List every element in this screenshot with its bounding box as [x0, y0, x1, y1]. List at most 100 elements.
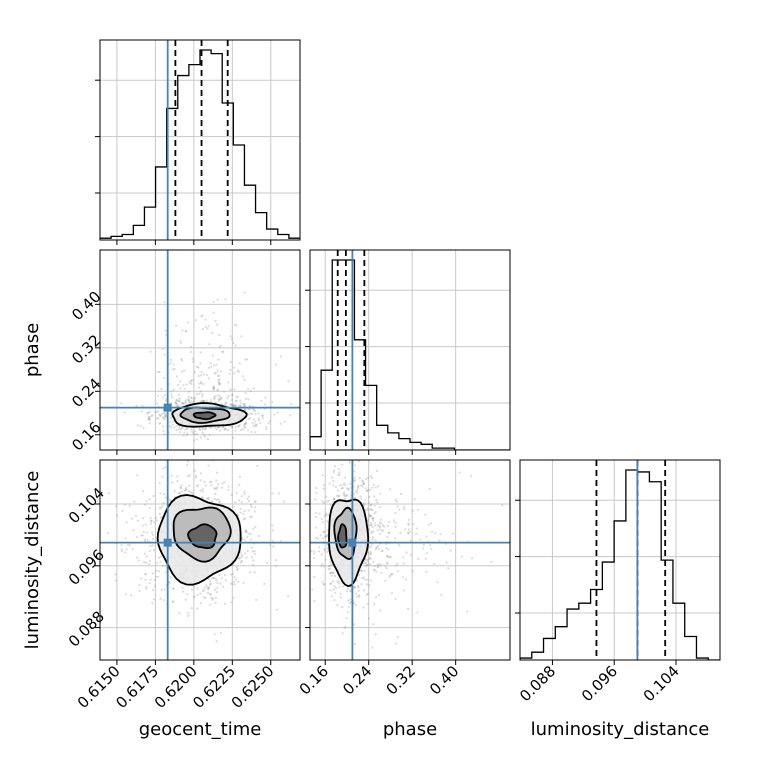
sample-point — [228, 372, 231, 375]
sample-point — [323, 549, 326, 552]
sample-point — [321, 521, 324, 524]
sample-point — [216, 298, 219, 301]
sample-point — [146, 411, 150, 415]
panel-frame — [309, 459, 511, 661]
sample-point — [221, 482, 224, 485]
sample-point — [364, 558, 367, 562]
sample-point — [151, 414, 154, 417]
sample-point — [162, 493, 166, 496]
sample-point — [153, 585, 157, 588]
sample-point — [359, 495, 362, 498]
sample-point — [216, 374, 220, 377]
x-tick-label: 0.104 — [640, 662, 683, 705]
sample-point — [236, 567, 240, 570]
sample-point — [180, 446, 182, 448]
sample-point — [139, 424, 142, 428]
sample-point — [376, 501, 379, 504]
sample-point — [159, 421, 162, 425]
sample-point — [439, 533, 442, 536]
sample-point — [170, 474, 173, 477]
sample-point — [239, 402, 242, 405]
sample-point — [311, 588, 314, 591]
sample-point — [233, 583, 236, 586]
sample-point — [231, 425, 234, 428]
sample-point — [386, 562, 389, 565]
sample-point — [233, 576, 236, 579]
sample-point — [230, 398, 234, 401]
sample-point — [361, 485, 364, 488]
sample-point — [201, 399, 204, 402]
sample-point — [248, 404, 252, 408]
sample-point — [447, 567, 450, 570]
sample-point — [241, 375, 244, 378]
sample-point — [150, 531, 154, 534]
sample-point — [157, 417, 160, 420]
sample-point — [158, 370, 161, 374]
sample-point — [218, 374, 221, 377]
sample-point — [430, 548, 433, 551]
sample-point — [362, 481, 365, 484]
sample-point — [163, 414, 167, 417]
sample-point — [175, 399, 178, 402]
sample-point — [325, 535, 328, 538]
sample-point — [357, 484, 360, 487]
sample-point — [351, 456, 353, 458]
sample-point — [332, 500, 335, 503]
sample-point — [174, 401, 178, 404]
sample-point — [210, 483, 213, 487]
sample-point — [152, 549, 156, 552]
sample-point — [206, 327, 209, 330]
sample-point — [364, 557, 367, 560]
sample-point — [213, 633, 216, 636]
sample-point — [407, 528, 411, 531]
sample-point — [415, 527, 418, 530]
sample-point — [199, 472, 202, 475]
sample-point — [364, 564, 367, 567]
sample-point — [188, 484, 191, 487]
truth-marker — [163, 403, 172, 412]
sample-point — [209, 426, 212, 429]
sample-point — [302, 516, 304, 518]
sample-point — [371, 517, 374, 520]
sample-point — [158, 413, 161, 416]
sample-point — [224, 427, 227, 430]
sample-point — [199, 428, 202, 432]
sample-point — [229, 573, 233, 576]
sample-point — [332, 469, 336, 472]
sample-point — [214, 371, 218, 375]
sample-point — [212, 300, 215, 303]
sample-point — [148, 549, 152, 553]
sample-point — [243, 425, 246, 428]
sample-point — [386, 524, 390, 528]
sample-point — [376, 529, 379, 532]
sample-point — [242, 512, 245, 515]
sample-point — [159, 597, 162, 600]
sample-point — [230, 426, 234, 429]
sample-point — [392, 519, 396, 522]
sample-point — [322, 487, 325, 490]
sample-point — [413, 497, 416, 501]
sample-point — [341, 605, 344, 609]
sample-point — [394, 521, 397, 524]
sample-point — [365, 593, 369, 596]
sample-point — [244, 422, 247, 425]
sample-point — [358, 455, 360, 457]
sample-point — [411, 509, 414, 512]
sample-point — [182, 590, 185, 593]
sample-point — [279, 355, 283, 358]
sample-point — [231, 404, 235, 408]
sample-point — [332, 588, 335, 591]
sample-point — [387, 520, 391, 524]
sample-point — [368, 515, 371, 518]
sample-point — [234, 578, 238, 581]
sample-point — [184, 329, 187, 333]
sample-point — [256, 464, 259, 467]
sample-point — [469, 474, 472, 477]
sample-point — [415, 532, 418, 535]
sample-point — [191, 430, 194, 434]
sample-point — [198, 428, 201, 431]
sample-point — [203, 596, 206, 599]
sample-point — [210, 577, 214, 580]
sample-point — [373, 568, 376, 572]
contour-line — [172, 506, 232, 563]
